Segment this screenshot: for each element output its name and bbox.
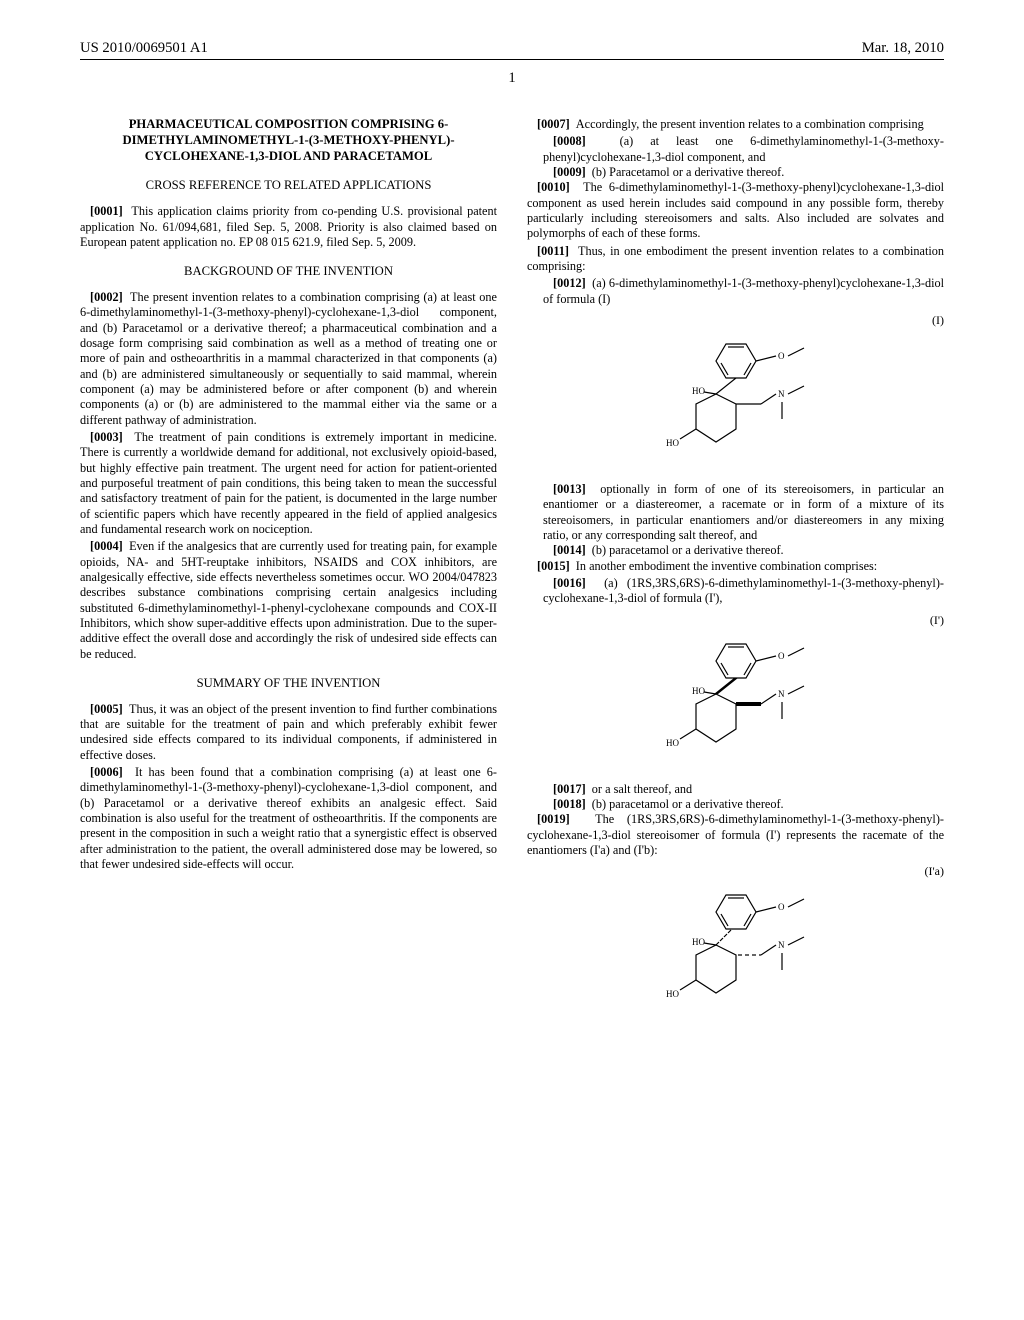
- para-text: In another embodiment the inventive comb…: [576, 559, 877, 573]
- label-ho: HO: [692, 386, 705, 396]
- para-0009: [0009] (b) Paracetamol or a derivative t…: [527, 165, 944, 180]
- para-num: [0005]: [90, 702, 123, 716]
- para-0011: [0011] Thus, in one embodiment the prese…: [527, 244, 944, 275]
- para-text: (a) at least one 6-dimethylaminomethyl-1…: [543, 134, 944, 163]
- para-0005: [0005] Thus, it was an object of the pre…: [80, 702, 497, 763]
- label-o: O: [778, 902, 785, 912]
- para-0010: [0010] The 6-dimethylaminomethyl-1-(3-me…: [527, 180, 944, 241]
- para-num: [0002]: [90, 290, 123, 304]
- para-text: (b) paracetamol or a derivative thereof.: [592, 797, 784, 811]
- para-num: [0018]: [553, 797, 586, 811]
- label-n: N: [778, 689, 785, 699]
- para-0017: [0017] or a salt thereof, and: [527, 782, 944, 797]
- background-heading: BACKGROUND OF THE INVENTION: [80, 264, 497, 280]
- right-column: [0007] Accordingly, the present inventio…: [527, 117, 944, 1033]
- page: US 2010/0069501 A1 Mar. 18, 2010 1 PHARM…: [0, 0, 1024, 1320]
- para-text: Accordingly, the present invention relat…: [576, 117, 924, 131]
- publication-date: Mar. 18, 2010: [862, 40, 944, 57]
- para-text: Even if the analgesics that are currentl…: [80, 539, 497, 660]
- para-text: The treatment of pain conditions is extr…: [80, 430, 497, 536]
- para-text: Thus, in one embodiment the present inve…: [527, 244, 944, 273]
- structure-Iprimea: HO HO O N: [527, 885, 944, 1015]
- para-text: (a) 6-dimethylaminomethyl-1-(3-methoxy-p…: [543, 276, 944, 305]
- page-number: 1: [80, 70, 944, 87]
- para-num: [0009]: [553, 165, 586, 179]
- molecule-icon: HO HO O N: [636, 634, 836, 764]
- para-text: (b) paracetamol or a derivative thereof.: [592, 543, 784, 557]
- label-n: N: [778, 940, 785, 950]
- para-text: optionally in form of one of its stereoi…: [543, 482, 944, 542]
- left-column: PHARMACEUTICAL COMPOSITION COMPRISING 6-…: [80, 117, 497, 1033]
- para-num: [0011]: [537, 244, 569, 258]
- summary-heading: SUMMARY OF THE INVENTION: [80, 676, 497, 692]
- para-0006: [0006] It has been found that a combinat…: [80, 765, 497, 872]
- para-0008: [0008] (a) at least one 6-dimethylaminom…: [527, 134, 944, 165]
- para-num: [0015]: [537, 559, 570, 573]
- running-header: US 2010/0069501 A1 Mar. 18, 2010: [80, 40, 944, 60]
- para-text: It has been found that a combination com…: [80, 765, 497, 871]
- para-text: The 6-dimethylaminomethyl-1-(3-methoxy-p…: [527, 180, 944, 240]
- para-num: [0006]: [90, 765, 123, 779]
- label-ho: HO: [692, 686, 705, 696]
- para-0018: [0018] (b) paracetamol or a derivative t…: [527, 797, 944, 812]
- para-0001: [0001] This application claims priority …: [80, 204, 497, 250]
- para-0019: [0019] The (1RS,3RS,6RS)-6-dimethylamino…: [527, 812, 944, 858]
- para-0007: [0007] Accordingly, the present inventio…: [527, 117, 944, 132]
- para-0016: [0016] (a) (1RS,3RS,6RS)-6-dimethylamino…: [527, 576, 944, 607]
- para-num: [0013]: [553, 482, 586, 496]
- structure-I: HO HO O N: [527, 334, 944, 464]
- para-num: [0017]: [553, 782, 586, 796]
- label-ho: HO: [666, 989, 679, 999]
- para-num: [0019]: [537, 812, 570, 826]
- para-0012: [0012] (a) 6-dimethylaminomethyl-1-(3-me…: [527, 276, 944, 307]
- para-num: [0007]: [537, 117, 570, 131]
- para-num: [0008]: [553, 134, 586, 148]
- formula-label-Iprime: (I'): [527, 613, 944, 628]
- para-0013: [0013] optionally in form of one of its …: [527, 482, 944, 543]
- para-num: [0014]: [553, 543, 586, 557]
- para-0002: [0002] The present invention relates to …: [80, 290, 497, 428]
- para-0004: [0004] Even if the analgesics that are c…: [80, 539, 497, 662]
- para-text: (b) Paracetamol or a derivative thereof.: [592, 165, 785, 179]
- para-num: [0003]: [90, 430, 123, 444]
- para-text: Thus, it was an object of the present in…: [80, 702, 497, 762]
- para-text: (a) (1RS,3RS,6RS)-6-dimethylaminomethyl-…: [543, 576, 944, 605]
- para-num: [0001]: [90, 204, 123, 218]
- label-ho: HO: [692, 937, 705, 947]
- para-0015: [0015] In another embodiment the inventi…: [527, 559, 944, 574]
- para-num: [0012]: [553, 276, 586, 290]
- structure-Iprime: HO HO O N: [527, 634, 944, 764]
- formula-label-I: (I): [527, 313, 944, 328]
- para-0014: [0014] (b) paracetamol or a derivative t…: [527, 543, 944, 558]
- publication-number: US 2010/0069501 A1: [80, 40, 208, 57]
- para-text: The (1RS,3RS,6RS)-6-dimethylaminomethyl-…: [527, 812, 944, 857]
- molecule-icon: HO HO O N: [636, 885, 836, 1015]
- para-num: [0016]: [553, 576, 586, 590]
- para-num: [0010]: [537, 180, 570, 194]
- label-o: O: [778, 651, 785, 661]
- para-text: This application claims priority from co…: [80, 204, 497, 249]
- para-num: [0004]: [90, 539, 123, 553]
- column-container: PHARMACEUTICAL COMPOSITION COMPRISING 6-…: [80, 117, 944, 1033]
- label-ho: HO: [666, 438, 679, 448]
- formula-label-Iprimea: (I'a): [527, 864, 944, 879]
- label-o: O: [778, 351, 785, 361]
- para-0003: [0003] The treatment of pain conditions …: [80, 430, 497, 537]
- label-n: N: [778, 389, 785, 399]
- label-ho: HO: [666, 738, 679, 748]
- crossref-heading: CROSS REFERENCE TO RELATED APPLICATIONS: [80, 178, 497, 194]
- para-text: The present invention relates to a combi…: [80, 290, 497, 427]
- para-text: or a salt thereof, and: [592, 782, 692, 796]
- document-title: PHARMACEUTICAL COMPOSITION COMPRISING 6-…: [80, 117, 497, 164]
- molecule-icon: HO HO O N: [636, 334, 836, 464]
